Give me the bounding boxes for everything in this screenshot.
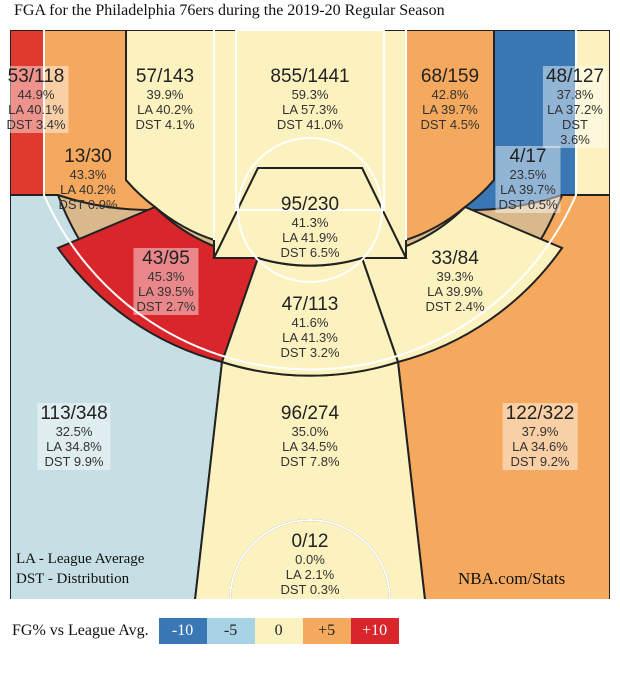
- zone-label-right-corner-3: 48/127 37.8% LA 37.2% DST 3.6%: [542, 66, 608, 148]
- zone-la-right-corner-3: LA 37.2%: [547, 102, 603, 117]
- zone-label-paint-non-ra: 95/230 41.3% LA 41.9% DST 6.5%: [277, 194, 342, 261]
- zone-right-elbow-mid: [360, 205, 564, 364]
- zone-fg-pct-left-wing-3: 32.5%: [55, 424, 93, 439]
- zone-dst-left-mid-upper: DST 4.1%: [135, 117, 195, 132]
- zone-fg-pct-top-key-3: 35.0%: [291, 424, 329, 439]
- zone-label-left-mid-upper: 57/143 39.9% LA 40.2% DST 4.1%: [132, 66, 197, 133]
- zone-count-left-corner-3: 53/118: [7, 66, 65, 87]
- zone-dst-right-corner-3: DST 3.6%: [560, 117, 590, 147]
- zone-count-left-wing-3: 113/348: [40, 403, 108, 424]
- zone-count-restricted-area: 855/1441: [270, 66, 350, 87]
- legend-item: 0: [254, 618, 303, 644]
- zone-la-top-key-3: LA 34.5%: [282, 439, 338, 454]
- legend-item: +10: [350, 618, 399, 644]
- zone-label-right-mid-upper: 68/159 42.8% LA 39.7% DST 4.5%: [417, 66, 482, 133]
- zone-la-right-wing-3: LA 34.6%: [512, 439, 568, 454]
- zone-label-left-corner-3: 53/118 44.9% LA 40.1% DST 3.4%: [3, 66, 69, 133]
- source-credit: NBA.com/Stats: [458, 569, 566, 588]
- three-point-line: [43, 30, 577, 371]
- zone-count-left-elbow-mid: 43/95: [142, 248, 190, 269]
- zone-dst-right-wing-3: DST 9.2%: [510, 454, 570, 469]
- zone-dst-backcourt: DST 0.3%: [280, 582, 340, 597]
- zone-label-left-baseline-mid: 13/30 43.3% LA 40.2% DST 0.9%: [55, 146, 120, 213]
- court-lines: [10, 30, 610, 600]
- center-circle: [229, 519, 391, 600]
- zone-label-right-baseline-mid: 4/17 23.5% LA 39.7% DST 0.5%: [495, 146, 561, 213]
- legend-item: -10: [158, 618, 207, 644]
- zone-label-right-wing-3: 122/322 37.9% LA 34.6% DST 9.2%: [502, 403, 578, 470]
- zone-la-right-baseline-mid: LA 39.7%: [500, 182, 556, 197]
- zone-la-right-mid-upper: LA 39.7%: [422, 102, 478, 117]
- zone-fg-pct-right-wing-3: 37.9%: [521, 424, 559, 439]
- zone-dst-left-corner-3: DST 3.4%: [6, 117, 66, 132]
- zone-count-right-corner-3: 48/127: [545, 66, 605, 87]
- zone-fg-pct-left-mid-upper: 39.9%: [146, 87, 184, 102]
- zone-la-left-corner-3: LA 40.1%: [8, 102, 64, 117]
- zone-fg-pct-left-baseline-mid: 43.3%: [69, 167, 107, 182]
- chart-title: FGA for the Philadelphia 76ers during th…: [14, 2, 445, 19]
- legend-scale: -10 -5 0 +5 +10: [158, 618, 399, 644]
- zone-la-left-baseline-mid: LA 40.2%: [60, 182, 116, 197]
- zone-paint-non-ra: [212, 167, 408, 267]
- zone-fg-pct-restricted-area: 59.3%: [291, 87, 329, 102]
- zone-la-left-elbow-mid: LA 39.5%: [138, 284, 194, 299]
- zone-la-restricted-area: LA 57.3%: [282, 102, 338, 117]
- legend-item: +5: [302, 618, 351, 644]
- zone-count-backcourt: 0/12: [291, 531, 329, 552]
- zone-dst-right-elbow-mid: DST 2.4%: [425, 299, 485, 314]
- zone-la-paint-non-ra: LA 41.9%: [282, 230, 338, 245]
- zone-count-right-baseline-mid: 4/17: [509, 146, 547, 167]
- zone-label-backcourt: 0/12 0.0% LA 2.1% DST 0.3%: [277, 531, 342, 598]
- zone-fg-pct-right-baseline-mid: 23.5%: [509, 167, 547, 182]
- zone-la-backcourt: LA 2.1%: [285, 567, 335, 582]
- zone-label-top-key-mid: 47/113 41.6% LA 41.3% DST 3.2%: [277, 294, 342, 361]
- zone-count-paint-non-ra: 95/230: [280, 194, 340, 215]
- paint-lane-line: [235, 30, 385, 211]
- distribution-note: DST - Distribution: [16, 571, 130, 587]
- zone-fg-pct-top-key-mid: 41.6%: [291, 315, 329, 330]
- zone-fg-pct-left-elbow-mid: 45.3%: [147, 269, 185, 284]
- zone-fg-pct-left-corner-3: 44.9%: [17, 87, 55, 102]
- zone-label-restricted-area: 855/1441 59.3% LA 57.3% DST 41.0%: [267, 66, 352, 133]
- zone-dst-top-key-3: DST 7.8%: [280, 454, 340, 469]
- zone-dst-restricted-area: DST 41.0%: [276, 117, 344, 132]
- zone-count-top-key-3: 96/274: [280, 403, 340, 424]
- free-throw-circle: [237, 137, 383, 283]
- zone-count-right-wing-3: 122/322: [505, 403, 575, 424]
- zone-fg-pct-backcourt: 0.0%: [295, 552, 325, 567]
- zone-dst-left-wing-3: DST 9.9%: [44, 454, 104, 469]
- zone-dst-left-baseline-mid: DST 0.9%: [58, 197, 118, 212]
- zone-fg-pct-right-elbow-mid: 39.3%: [436, 269, 474, 284]
- zone-count-right-mid-upper: 68/159: [420, 66, 480, 87]
- zone-fg-pct-right-mid-upper: 42.8%: [431, 87, 469, 102]
- zone-dst-paint-non-ra: DST 6.5%: [280, 245, 340, 260]
- zone-dst-right-baseline-mid: DST 0.5%: [498, 197, 558, 212]
- zone-count-left-mid-upper: 57/143: [135, 66, 195, 87]
- zone-dst-top-key-mid: DST 3.2%: [280, 345, 340, 360]
- zone-left-elbow-mid: [56, 205, 260, 364]
- zone-fg-pct-paint-non-ra: 41.3%: [291, 215, 329, 230]
- league-average-note: LA - League Average: [16, 551, 145, 567]
- legend-title: FG% vs League Avg.: [12, 622, 149, 639]
- zone-la-left-wing-3: LA 34.8%: [46, 439, 102, 454]
- legend-item: -5: [206, 618, 255, 644]
- zone-dst-left-elbow-mid: DST 2.7%: [136, 299, 196, 314]
- zone-count-left-baseline-mid: 13/30: [64, 146, 112, 167]
- zone-fg-pct-right-corner-3: 37.8%: [556, 87, 594, 102]
- zone-label-right-elbow-mid: 33/84 39.3% LA 39.9% DST 2.4%: [422, 248, 487, 315]
- zone-label-top-key-3: 96/274 35.0% LA 34.5% DST 7.8%: [277, 403, 342, 470]
- zone-label-left-wing-3: 113/348 32.5% LA 34.8% DST 9.9%: [37, 403, 111, 470]
- zone-dst-right-mid-upper: DST 4.5%: [420, 117, 480, 132]
- zone-count-right-elbow-mid: 33/84: [431, 248, 479, 269]
- zone-la-left-mid-upper: LA 40.2%: [137, 102, 193, 117]
- zone-la-top-key-mid: LA 41.3%: [282, 330, 338, 345]
- zone-count-top-key-mid: 47/113: [281, 294, 339, 315]
- zone-label-left-elbow-mid: 43/95 45.3% LA 39.5% DST 2.7%: [133, 248, 199, 315]
- legend: FG% vs League Avg. -10 -5 0 +5 +10: [12, 618, 399, 644]
- zones-layer: [10, 30, 610, 600]
- zone-la-right-elbow-mid: LA 39.9%: [427, 284, 483, 299]
